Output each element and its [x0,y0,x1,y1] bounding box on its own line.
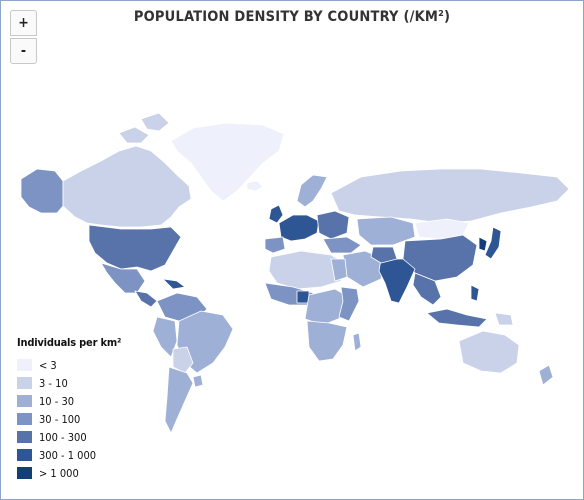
region-turkey[interactable] [323,237,361,253]
region-southern-africa[interactable] [307,321,347,361]
legend-item: 100 - 300 [17,428,121,446]
legend-swatch [17,359,32,371]
legend-label: 100 - 300 [39,431,87,444]
region-papua[interactable] [495,313,513,325]
legend-swatch [17,449,32,461]
region-uruguay[interactable] [193,375,203,387]
legend-label: > 1 000 [39,467,79,480]
region-iceland[interactable] [247,181,263,191]
region-arctic-islands-2[interactable] [141,113,169,131]
region-western-europe[interactable] [279,215,319,241]
legend-item: < 3 [17,356,121,374]
region-nigeria[interactable] [297,291,309,303]
region-china[interactable] [403,235,477,281]
legend-label: 30 - 100 [39,413,80,426]
region-uk[interactable] [269,205,283,223]
region-central-america[interactable] [135,291,157,307]
region-caribbean[interactable] [163,279,185,289]
region-argentina[interactable] [165,367,193,433]
legend: Individuals per km² < 3 3 - 10 10 - 30 3… [17,336,121,482]
zoom-out-button[interactable]: - [10,38,37,64]
legend-swatch [17,395,32,407]
region-indonesia[interactable] [427,309,487,327]
region-australia[interactable] [459,331,519,373]
legend-item: 3 - 10 [17,374,121,392]
region-eastern-europe[interactable] [317,211,349,239]
region-iberia[interactable] [265,237,285,253]
map-title: POPULATION DENSITY BY COUNTRY (/KM²) [1,9,583,25]
region-russia[interactable] [331,169,569,223]
legend-item: 300 - 1 000 [17,446,121,464]
region-philippines[interactable] [471,285,479,301]
region-new-zealand[interactable] [539,365,553,385]
region-madagascar[interactable] [353,333,361,351]
legend-swatch [17,467,32,479]
legend-item: 10 - 30 [17,392,121,410]
region-india[interactable] [379,259,415,303]
legend-label: 300 - 1 000 [39,449,96,462]
region-arctic-islands[interactable] [119,127,149,143]
legend-swatch [17,377,32,389]
region-east-africa[interactable] [339,287,359,321]
region-alaska[interactable] [21,169,63,213]
region-korea[interactable] [479,237,487,251]
legend-item: > 1 000 [17,464,121,482]
legend-swatch [17,431,32,443]
legend-item: 30 - 100 [17,410,121,428]
region-japan[interactable] [485,227,501,259]
legend-label: < 3 [39,359,57,372]
region-canada[interactable] [63,146,191,227]
legend-swatch [17,413,32,425]
legend-title: Individuals per km² [17,336,121,349]
region-scandinavia[interactable] [297,175,327,207]
legend-label: 10 - 30 [39,395,74,408]
legend-label: 3 - 10 [39,377,68,390]
